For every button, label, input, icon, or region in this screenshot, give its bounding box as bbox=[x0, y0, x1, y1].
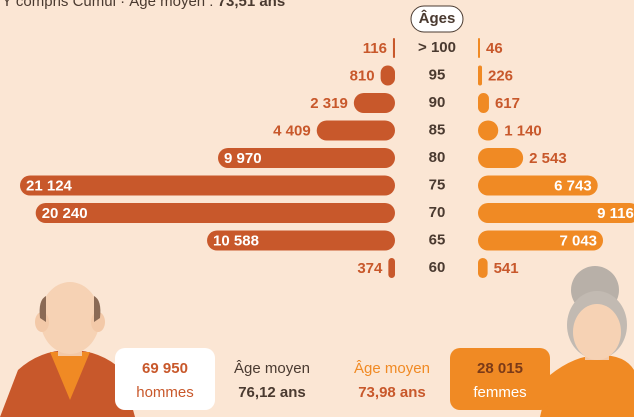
subtitle: Y compris Cumul · Âge moyen : 73,51 ans bbox=[2, 0, 285, 10]
men-total: 69 950 bbox=[142, 360, 188, 377]
value-label: 541 bbox=[494, 260, 519, 277]
age-label: 90 bbox=[429, 94, 446, 111]
women-bar bbox=[478, 121, 498, 141]
age-label: 85 bbox=[429, 121, 446, 138]
men-bar bbox=[20, 176, 395, 196]
men-mean-age: 76,12 ans bbox=[238, 384, 306, 401]
value-label: 116 bbox=[363, 40, 387, 57]
value-label: 10 588 bbox=[213, 232, 259, 249]
men-mean-age-label: Âge moyen bbox=[234, 360, 310, 377]
value-label: 20 240 bbox=[42, 205, 88, 222]
value-label: 4 409 bbox=[273, 122, 311, 139]
value-label: 810 bbox=[350, 67, 375, 84]
subtitle-value: 73,51 ans bbox=[218, 0, 286, 10]
women-bar bbox=[478, 66, 482, 86]
value-label: 374 bbox=[357, 260, 383, 277]
value-label: 9 970 bbox=[224, 150, 262, 167]
men-label: hommes bbox=[136, 384, 194, 401]
age-label: 70 bbox=[429, 204, 446, 221]
value-label: 1 140 bbox=[504, 122, 542, 139]
men-bar bbox=[36, 203, 395, 223]
subtitle-prefix: Y compris Cumul · Âge moyen : bbox=[2, 0, 218, 10]
value-label: 21 124 bbox=[26, 177, 73, 194]
age-label: 95 bbox=[429, 66, 446, 83]
chart: Y compris Cumul · Âge moyen : 73,51 ans … bbox=[0, 0, 634, 417]
age-label: 65 bbox=[429, 231, 446, 248]
women-label: femmes bbox=[473, 384, 526, 401]
value-label: 7 043 bbox=[559, 232, 597, 249]
axis-label: Âges bbox=[419, 9, 456, 27]
men-bar bbox=[388, 258, 395, 278]
value-label: 46 bbox=[486, 40, 503, 57]
men-bar bbox=[393, 38, 395, 58]
women-bar bbox=[478, 148, 523, 168]
value-label: 9 116 bbox=[597, 205, 634, 222]
age-label: 80 bbox=[429, 149, 446, 166]
value-label: 2 319 bbox=[310, 95, 348, 112]
women-bar bbox=[478, 258, 488, 278]
value-label: 617 bbox=[495, 95, 520, 112]
men-bar bbox=[354, 93, 395, 113]
men-bar bbox=[317, 121, 395, 141]
value-label: 2 543 bbox=[529, 150, 567, 167]
women-bar bbox=[478, 38, 480, 58]
value-label: 6 743 bbox=[554, 177, 592, 194]
women-total: 28 015 bbox=[477, 360, 523, 377]
women-mean-age-label: Âge moyen bbox=[354, 360, 430, 377]
women-mean-age: 73,98 ans bbox=[358, 384, 426, 401]
age-label: > 100 bbox=[418, 39, 456, 56]
value-label: 226 bbox=[488, 67, 513, 84]
women-bar bbox=[478, 93, 489, 113]
men-bar bbox=[381, 66, 395, 86]
age-label: 60 bbox=[429, 259, 446, 276]
age-label: 75 bbox=[429, 176, 446, 193]
